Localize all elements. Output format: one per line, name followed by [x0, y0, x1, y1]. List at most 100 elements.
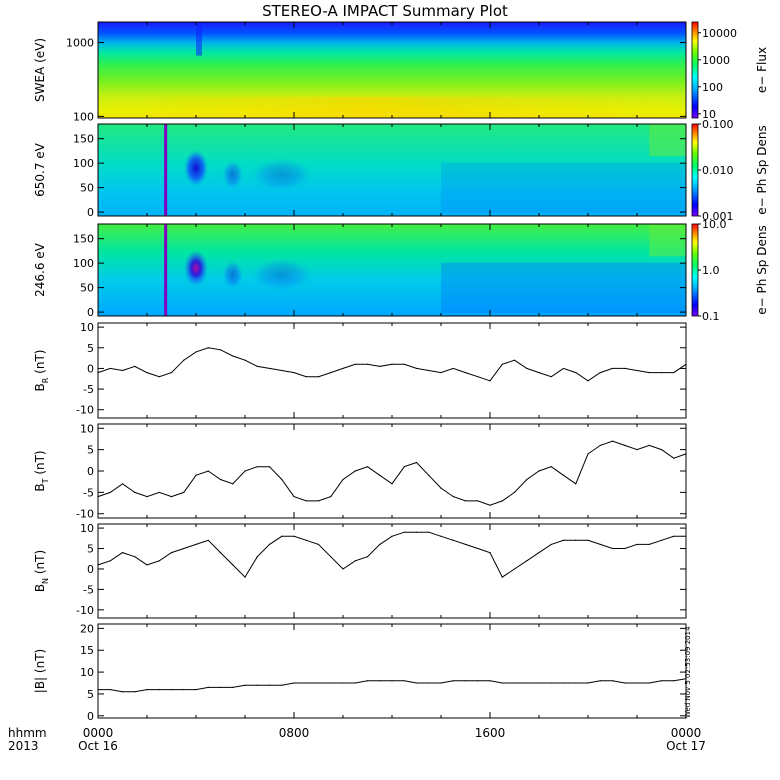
data-point [599, 371, 601, 374]
data-point [232, 483, 234, 485]
data-point [538, 371, 540, 374]
data-point [207, 347, 209, 349]
data-point [464, 500, 467, 502]
data-point [134, 365, 136, 367]
panel-frame [97, 322, 687, 419]
time-tick-label: 0800 [279, 726, 310, 740]
data-point [648, 371, 650, 374]
pad-event-blob [251, 158, 312, 191]
data-point [501, 500, 503, 502]
colorbar-label: e− Ph Sp Dens [755, 125, 769, 214]
y-tick-label: 50 [80, 182, 94, 195]
data-point [354, 682, 356, 684]
data-point [440, 682, 442, 684]
data-point [489, 680, 491, 682]
y-tick-label: 1000 [66, 37, 94, 50]
data-point [232, 564, 234, 566]
data-point [611, 680, 614, 682]
data-point [305, 376, 307, 378]
data-point [354, 470, 356, 472]
pad-low-region [441, 262, 686, 314]
time-tick-label: 1600 [475, 726, 506, 740]
data-point [673, 535, 675, 537]
panel-ylabel: BN (nT) [33, 550, 50, 592]
data-point [256, 365, 258, 367]
data-point [526, 478, 528, 481]
data-point [281, 535, 283, 537]
data-point [170, 552, 173, 554]
data-point [611, 440, 614, 442]
data-point [317, 376, 320, 378]
y-tick-label: 0 [87, 362, 94, 375]
y-tick-label: 100 [73, 157, 94, 170]
data-point [501, 682, 503, 684]
data-point [599, 680, 601, 682]
panel-ylabel: 246.6 eV [33, 242, 47, 297]
data-point [538, 682, 540, 684]
y-tick-label: 10 [80, 422, 94, 435]
data-point [550, 466, 552, 468]
data-point [97, 564, 99, 566]
data-point [146, 371, 148, 374]
data-point [513, 491, 516, 493]
time-axis-row1-label: hhmm [8, 726, 47, 740]
data-point [464, 371, 467, 374]
colorbar-tick-label: 10000 [702, 27, 737, 40]
data-point [207, 686, 209, 688]
colorbar [691, 123, 699, 217]
data-point [403, 466, 405, 468]
data-point [587, 682, 589, 684]
data-point [342, 478, 344, 481]
data-point [281, 684, 283, 686]
data-point [428, 369, 430, 372]
data-point [550, 543, 552, 546]
y-tick-label: 5 [87, 688, 94, 701]
data-point [330, 371, 332, 374]
data-point [452, 539, 454, 541]
time-axis-row2-label: 2013 [8, 739, 39, 753]
data-point [379, 543, 381, 546]
data-point [562, 539, 565, 541]
data-point [195, 474, 197, 476]
data-point [219, 552, 222, 554]
data-point [538, 552, 540, 554]
colorbar-tick-label: 10.0 [702, 218, 727, 231]
y-tick-label: 100 [73, 257, 94, 270]
data-point [611, 367, 614, 370]
data-point [134, 491, 136, 493]
swea-energy-band [98, 96, 686, 118]
swea-event-band [196, 22, 202, 56]
colorbar-tick-label: 0.010 [702, 164, 734, 177]
y-tick-label: 0 [87, 206, 94, 219]
y-tick-label: 0 [87, 306, 94, 319]
y-tick-label: 5 [87, 543, 94, 556]
y-tick-label: 20 [80, 622, 94, 635]
data-point [195, 688, 197, 691]
y-tick-label: 5 [87, 444, 94, 457]
data-point [403, 531, 405, 533]
data-point [366, 556, 369, 558]
data-point [232, 355, 234, 357]
data-point [256, 466, 258, 468]
data-point [636, 449, 638, 451]
plot-title: STEREO-A IMPACT Summary Plot [262, 2, 508, 20]
data-point [526, 367, 528, 370]
data-point [293, 682, 295, 684]
data-point [268, 543, 271, 546]
data-point [391, 363, 393, 365]
panel-frame [97, 623, 687, 719]
y-tick-label: -5 [83, 486, 94, 499]
pad-event-spike [164, 124, 168, 216]
data-point [648, 444, 650, 446]
data-point [660, 449, 663, 451]
data-point [109, 688, 111, 691]
data-point [648, 682, 650, 684]
data-point [158, 560, 160, 562]
y-tick-label: 0 [87, 563, 94, 576]
pad-high-region [649, 124, 686, 157]
data-point [575, 371, 577, 374]
data-point [440, 535, 442, 537]
data-point [428, 474, 430, 476]
data-point [562, 367, 565, 370]
